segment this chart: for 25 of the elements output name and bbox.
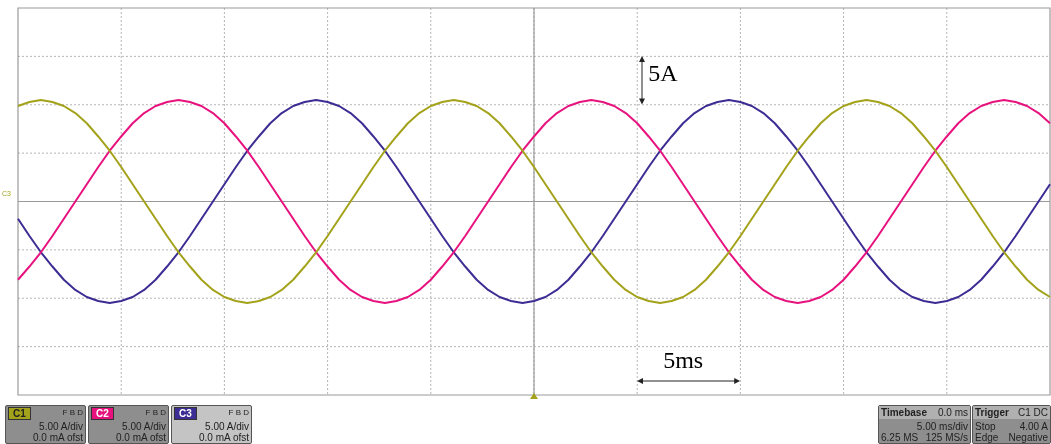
text: C1: [8, 407, 31, 420]
text: C2: [91, 407, 114, 420]
text: Negative: [1008, 432, 1048, 443]
text: 5.00 A/div: [122, 421, 166, 432]
text: 0.0 ms: [937, 407, 968, 418]
text: 5ms: [663, 347, 704, 374]
text: 5.00 A/div: [39, 421, 83, 432]
text: Timebase: [881, 407, 927, 418]
text: 0.0 mA ofst: [32, 432, 83, 443]
text: Edge: [975, 432, 999, 443]
text: 5.00 ms/div: [916, 421, 968, 432]
text: F B D: [228, 407, 249, 418]
text: F B D: [62, 407, 83, 418]
text: 6.25 MS: [881, 432, 919, 443]
text: 0.0 mA ofst: [198, 432, 249, 443]
text: F B D: [145, 407, 166, 418]
text: C3: [174, 407, 197, 420]
text: 5.00 A/div: [205, 421, 249, 432]
text: 125 MS/s: [925, 432, 968, 443]
text: Trigger: [975, 407, 1009, 418]
text: 0.0 mA ofst: [115, 432, 166, 443]
text: 5A: [648, 60, 678, 87]
text: 4.00 A: [1019, 421, 1048, 432]
text: C1 DC: [1017, 407, 1048, 418]
text: Stop: [975, 421, 996, 432]
